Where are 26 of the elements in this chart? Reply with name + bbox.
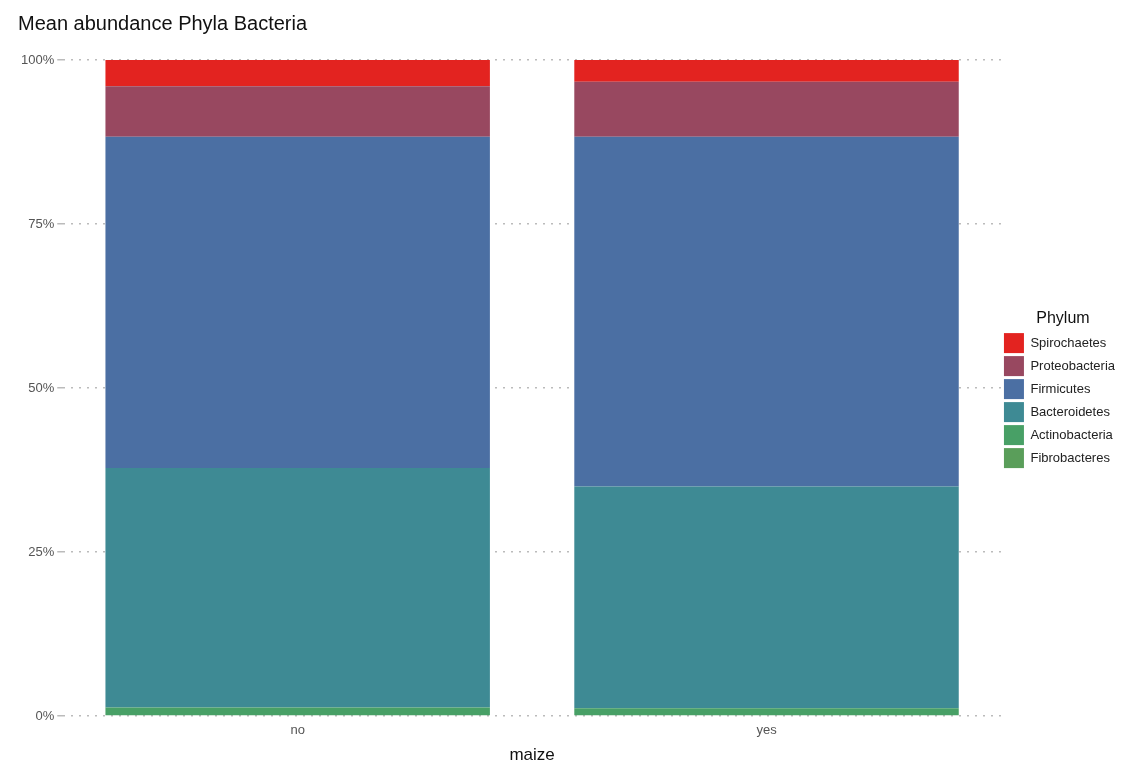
y-tick-label: 50% (28, 379, 55, 395)
legend-label: Firmicutes (1030, 380, 1091, 396)
y-tick-label: 100% (21, 51, 55, 67)
y-tick-label: 75% (28, 215, 55, 231)
bar (574, 486, 959, 709)
bar (105, 86, 490, 137)
legend-label: Fibrobacteres (1030, 449, 1111, 465)
x-tick-label: no (290, 722, 305, 738)
x-axis-title: maize (509, 745, 555, 765)
bar (105, 60, 490, 87)
x-tick-label: yes (756, 722, 778, 738)
y-tick-label: 25% (28, 543, 55, 559)
bar (574, 136, 959, 487)
legend-label: Actinobacteria (1030, 426, 1114, 442)
bar (105, 136, 490, 469)
bar (105, 707, 490, 716)
bar (105, 468, 490, 708)
legend-label: Bacteroidetes (1030, 403, 1111, 419)
bar (574, 708, 959, 716)
legend-label: Spirochaetes (1030, 334, 1107, 350)
bar (574, 60, 959, 82)
legend-label: Proteobacteria (1030, 357, 1116, 373)
chart-title: Mean abundance Phyla Bacteria (18, 11, 308, 34)
y-tick-label: 0% (35, 707, 55, 723)
bar (574, 81, 959, 137)
legend-title: Phylum (1036, 309, 1090, 327)
